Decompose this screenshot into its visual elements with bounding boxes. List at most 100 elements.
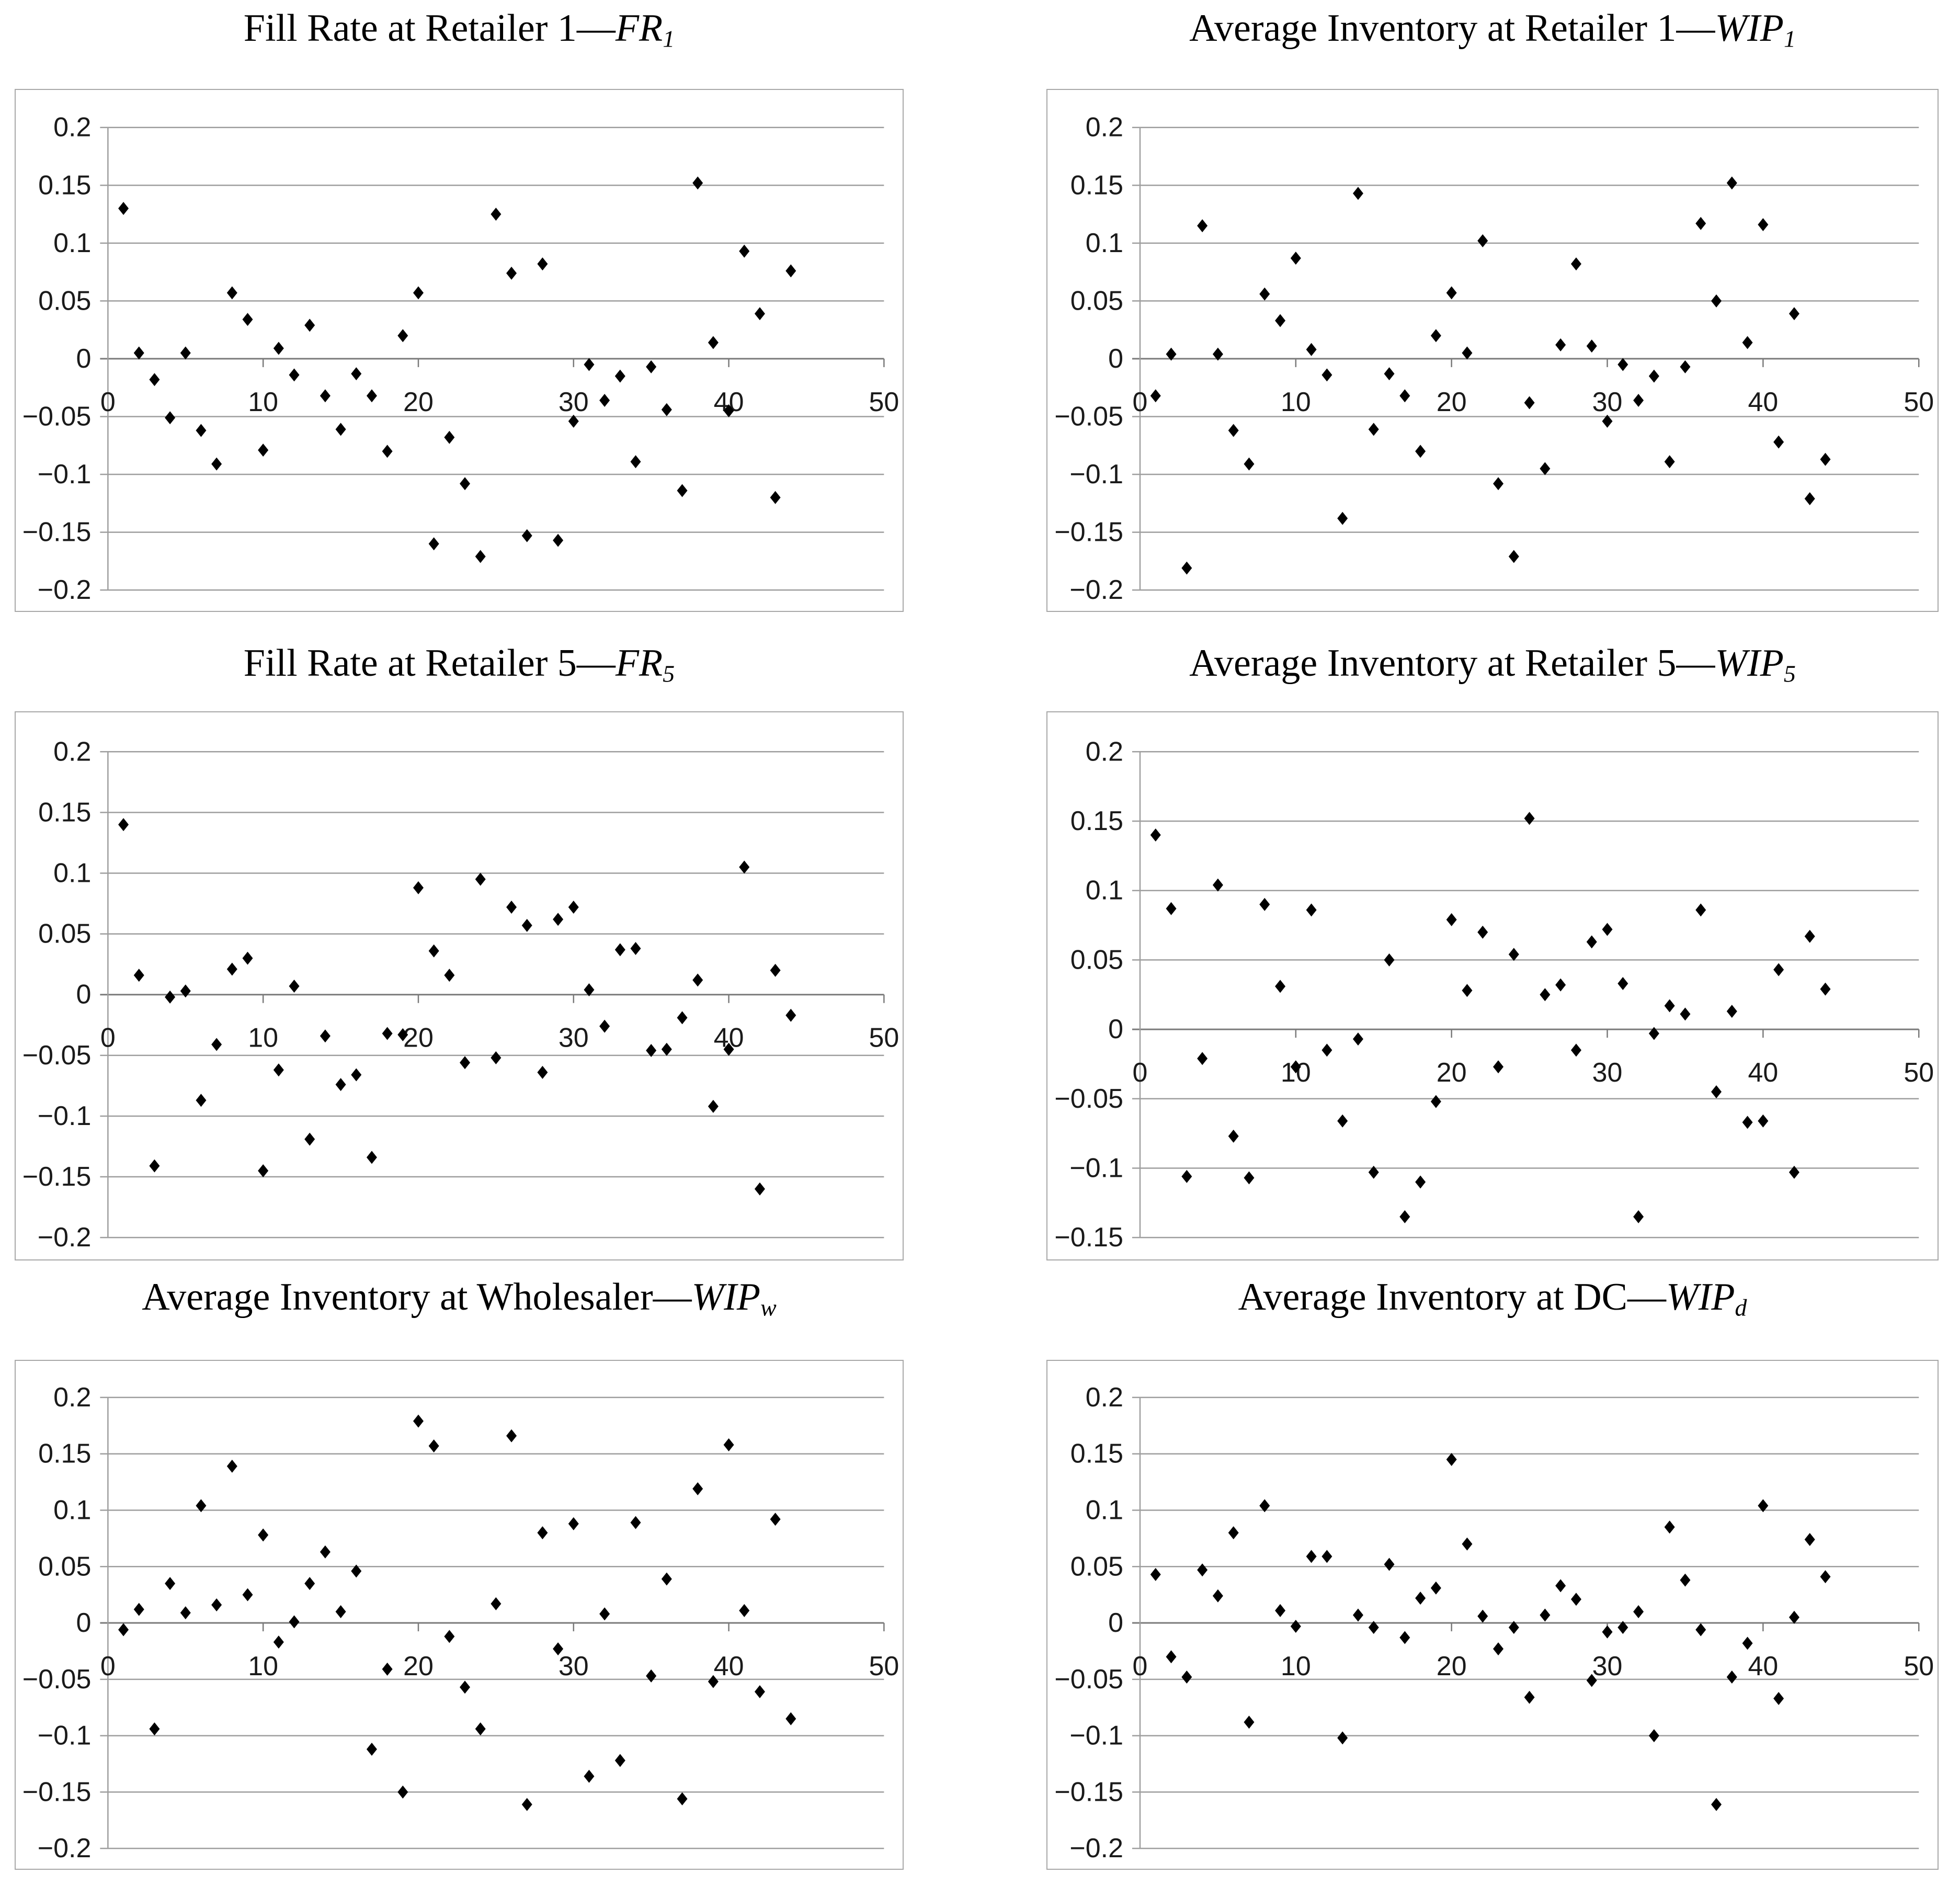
- data-point-marker: [785, 1008, 796, 1022]
- data-point-marker: [1493, 1060, 1504, 1074]
- data-point-marker: [1415, 445, 1426, 458]
- scatter-svg: 0.2 0.15 0.1 0.05 0 −0.05 −0.1 −0.15 −0.2 0 10 20 30…: [1054, 112, 1934, 605]
- data-point-marker: [1617, 1621, 1628, 1634]
- data-point-marker: [149, 373, 160, 387]
- data-point-marker: [1244, 1171, 1255, 1185]
- data-point-marker: [1259, 897, 1270, 911]
- data-point-marker: [1290, 1060, 1301, 1074]
- data-point-marker: [1804, 929, 1815, 943]
- data-point-marker: [382, 445, 393, 458]
- chart-title-fr5: Fill Rate at Retailer 5—FR5: [15, 641, 904, 686]
- svg-text:−0.1: −0.1: [38, 1721, 92, 1751]
- data-point-marker: [1570, 257, 1581, 271]
- data-point-marker: [428, 1439, 439, 1453]
- svg-text:20: 20: [403, 387, 434, 417]
- svg-text:−0.2: −0.2: [1069, 575, 1123, 605]
- svg-text:10: 10: [1281, 387, 1311, 417]
- svg-text:50: 50: [869, 1023, 899, 1053]
- svg-text:0.2: 0.2: [53, 1382, 91, 1413]
- data-point-marker: [1430, 1095, 1441, 1108]
- data-point-marker: [1477, 234, 1488, 247]
- data-point-marker: [180, 1606, 191, 1620]
- svg-text:0.05: 0.05: [1070, 1551, 1123, 1582]
- data-point-marker: [1430, 1581, 1441, 1595]
- data-point-marker: [1477, 1609, 1488, 1623]
- svg-text:0: 0: [76, 980, 91, 1010]
- scatter-plot-fr5: 0.2 0.15 0.1 0.05 0 −0.05 −0.1 −0.15 −0.2 0 10 20 30…: [15, 711, 904, 1260]
- data-point-marker: [770, 1513, 781, 1526]
- data-point-marker: [413, 881, 424, 894]
- svg-text:0.15: 0.15: [1070, 806, 1123, 836]
- data-point-marker: [1524, 396, 1535, 410]
- data-point-marker: [568, 901, 579, 914]
- data-point-marker: [785, 264, 796, 278]
- data-point-marker: [630, 941, 641, 955]
- svg-text:0.05: 0.05: [1070, 286, 1123, 316]
- data-point-marker: [382, 1027, 393, 1040]
- data-point-marker: [1150, 828, 1161, 842]
- data-point-marker: [1773, 1691, 1784, 1705]
- data-point-marker: [553, 913, 564, 926]
- data-point-marker: [1259, 1499, 1270, 1513]
- scatter-plot-fr1: 0.2 0.15 0.1 0.05 0 −0.05 −0.1 −0.15 −0.2 0 10 20 30…: [15, 89, 904, 612]
- data-point-marker: [1617, 977, 1628, 991]
- data-point-marker: [1726, 1005, 1737, 1018]
- svg-text:−0.15: −0.15: [22, 1777, 92, 1807]
- data-point-marker: [754, 307, 765, 321]
- svg-text:20: 20: [403, 1651, 434, 1682]
- svg-text:10: 10: [248, 1651, 278, 1682]
- svg-text:−0.05: −0.05: [1054, 1084, 1123, 1114]
- data-point-marker: [1197, 1052, 1208, 1065]
- svg-text:−0.15: −0.15: [1054, 1222, 1123, 1253]
- data-point-marker: [475, 1722, 486, 1736]
- svg-text:40: 40: [1748, 387, 1778, 417]
- data-point-marker: [1820, 452, 1831, 466]
- svg-text:−0.1: −0.1: [1069, 459, 1123, 490]
- data-point-marker: [180, 984, 191, 998]
- data-point-marker: [460, 1056, 471, 1070]
- data-point-marker: [1321, 368, 1332, 382]
- data-point-marker: [677, 484, 688, 497]
- data-point-marker: [739, 1604, 750, 1617]
- svg-text:0: 0: [1133, 1651, 1148, 1682]
- chart-title-wip1-subscript: 1: [1784, 25, 1796, 52]
- data-point-marker: [180, 346, 191, 360]
- data-point-marker: [1446, 1452, 1457, 1466]
- chart-title-fr5-variable: FR: [615, 642, 663, 685]
- data-point-marker: [1586, 339, 1597, 353]
- data-point-marker: [1384, 953, 1395, 967]
- data-point-marker: [785, 1712, 796, 1725]
- data-point-marker: [630, 455, 641, 469]
- data-point-marker: [1540, 988, 1551, 1002]
- data-point-marker: [553, 533, 564, 547]
- svg-text:−0.15: −0.15: [1054, 517, 1123, 548]
- data-point-marker: [692, 176, 703, 190]
- data-point-marker: [1228, 1129, 1239, 1143]
- svg-text:20: 20: [403, 1023, 434, 1053]
- chart-title-fr1-subscript: 1: [663, 25, 675, 52]
- data-point-marker: [475, 872, 486, 886]
- data-point-marker: [506, 266, 517, 280]
- data-point-marker: [1508, 948, 1519, 961]
- data-point-marker: [1664, 1520, 1675, 1534]
- svg-text:−0.1: −0.1: [1069, 1721, 1123, 1751]
- data-point-marker: [1695, 1623, 1706, 1637]
- data-point-marker: [1555, 1579, 1566, 1593]
- data-point-marker: [335, 423, 346, 436]
- svg-text:0.2: 0.2: [1086, 1382, 1123, 1413]
- data-point-marker: [211, 1038, 222, 1051]
- data-point-marker: [273, 342, 284, 355]
- data-point-marker: [739, 244, 750, 258]
- chart-title-fr5-text: Fill Rate at Retailer 5—: [243, 642, 616, 685]
- svg-text:0: 0: [76, 1608, 91, 1638]
- data-point-marker: [351, 1068, 362, 1082]
- data-point-marker: [1306, 343, 1317, 356]
- data-point-marker: [1648, 369, 1659, 383]
- data-point-marker: [149, 1722, 160, 1736]
- data-point-marker: [304, 1577, 315, 1590]
- scatter-svg: 0.20.150.10.050−0.05−0.1−0.1501020304050: [1054, 736, 1934, 1253]
- data-point-marker: [335, 1078, 346, 1092]
- data-point-marker: [1742, 1116, 1753, 1129]
- svg-text:−0.05: −0.05: [22, 1664, 92, 1695]
- data-point-marker: [661, 1042, 672, 1056]
